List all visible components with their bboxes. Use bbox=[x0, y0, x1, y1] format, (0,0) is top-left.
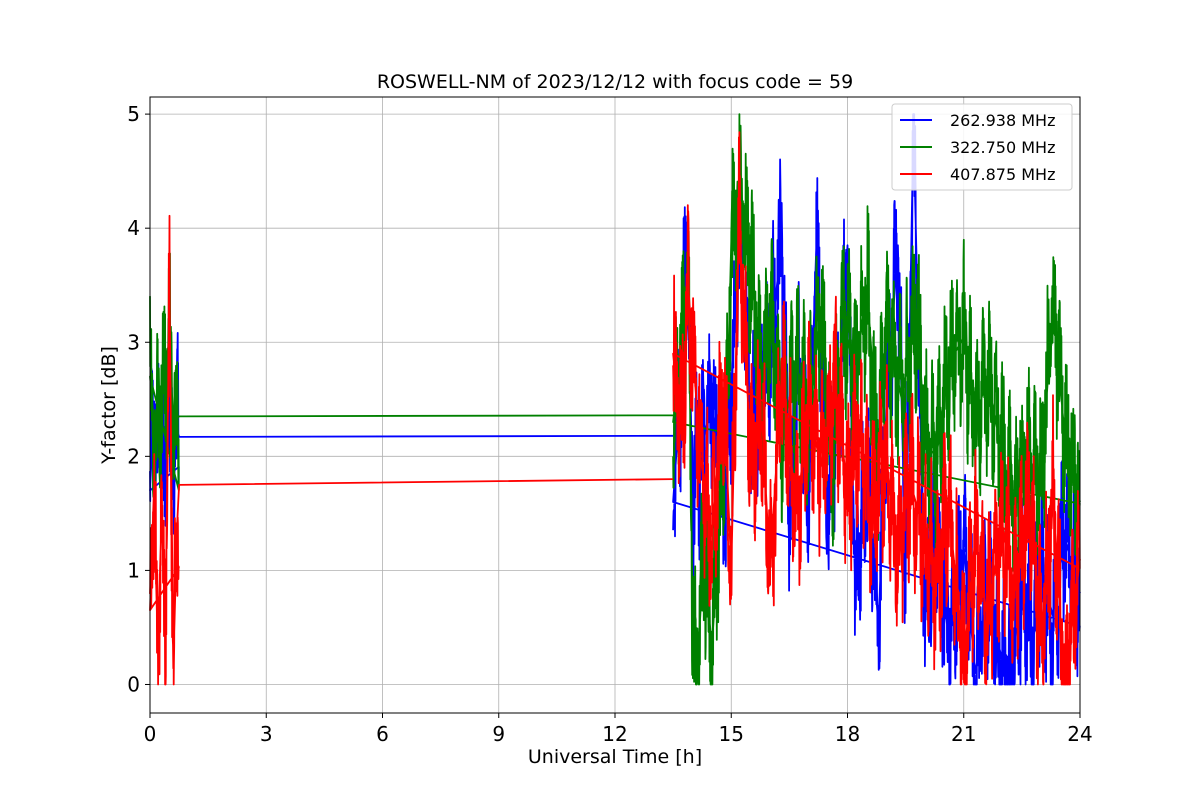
x-tick-label: 24 bbox=[1067, 722, 1092, 746]
x-tick-label: 18 bbox=[835, 722, 860, 746]
y-tick-label: 3 bbox=[127, 330, 140, 354]
x-tick-label: 21 bbox=[951, 722, 976, 746]
y-axis-label: Y-factor [dB] bbox=[98, 346, 120, 465]
y-axis: 0 1 2 3 4 5 bbox=[127, 102, 150, 696]
legend-label: 407.875 MHz bbox=[950, 165, 1055, 184]
x-axis: 0 3 6 9 12 15 18 21 24 bbox=[144, 713, 1093, 746]
x-tick-label: 12 bbox=[602, 722, 627, 746]
x-tick-label: 6 bbox=[376, 722, 389, 746]
y-tick-label: 0 bbox=[127, 672, 140, 696]
legend-box bbox=[891, 103, 1073, 191]
x-tick-label: 0 bbox=[144, 722, 157, 746]
y-tick-label: 4 bbox=[127, 216, 140, 240]
x-tick-label: 15 bbox=[719, 722, 744, 746]
plot-series bbox=[149, 113, 1081, 686]
legend: 262.938 MHz 322.750 MHz 407.875 MHz bbox=[891, 103, 1073, 191]
x-tick-label: 9 bbox=[492, 722, 505, 746]
chart-title: ROSWELL-NM of 2023/12/12 with focus code… bbox=[377, 71, 853, 93]
legend-label: 322.750 MHz bbox=[950, 138, 1055, 157]
legend-label: 262.938 MHz bbox=[950, 111, 1055, 130]
y-tick-label: 1 bbox=[127, 558, 140, 582]
y-tick-label: 5 bbox=[127, 102, 140, 126]
x-tick-label: 3 bbox=[260, 722, 273, 746]
series-line-3 bbox=[149, 131, 1081, 686]
x-axis-label: Universal Time [h] bbox=[528, 746, 702, 768]
y-tick-label: 2 bbox=[127, 444, 140, 468]
